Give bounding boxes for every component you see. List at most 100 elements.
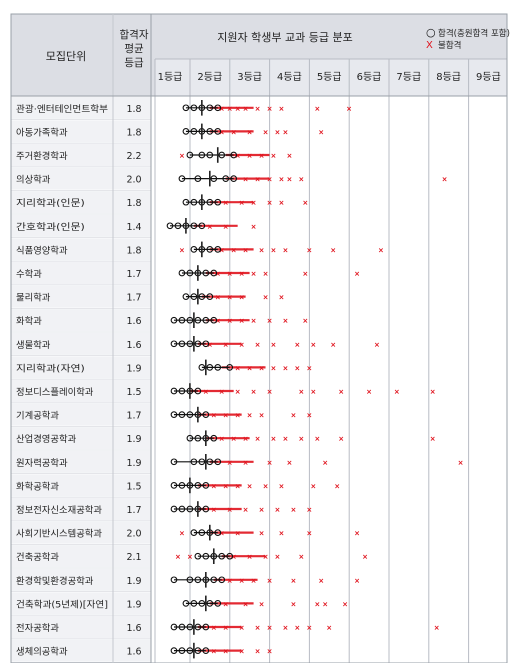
avg-grade: 1.7	[126, 269, 141, 280]
pass-marker	[178, 175, 186, 182]
fail-marker: ×	[179, 152, 185, 160]
pass-marker	[170, 482, 178, 489]
pass-marker	[214, 104, 222, 112]
fail-marker: ×	[318, 577, 324, 585]
unit-name: 수학과	[16, 269, 42, 280]
fail-marker: ×	[279, 176, 285, 184]
pass-marker	[178, 623, 186, 631]
pass-marker	[182, 293, 190, 300]
fail-marker: ×	[255, 105, 261, 113]
fail-marker: ×	[239, 624, 245, 632]
fail-marker: ×	[175, 553, 181, 561]
pass-marker	[186, 411, 194, 418]
fail-marker: ×	[255, 341, 261, 349]
avg-header-line1: 합격자	[120, 28, 149, 41]
fail-marker: ×	[354, 577, 360, 585]
fail-marker: ×	[243, 600, 249, 608]
pass-marker	[178, 316, 186, 324]
avg-grade: 1.7	[126, 293, 141, 304]
fail-marker: ×	[354, 270, 360, 278]
fail-marker: ×	[302, 199, 308, 207]
fail-marker: ×	[259, 152, 265, 160]
pass-marker	[214, 364, 222, 371]
fail-marker: ×	[235, 412, 241, 420]
fail-marker: ×	[227, 506, 233, 514]
fail-marker: ×	[219, 388, 225, 396]
avg-grade: 1.8	[126, 127, 141, 138]
fail-marker: ×	[235, 364, 241, 372]
fail-marker: ×	[247, 553, 253, 561]
fail-marker: ×	[275, 553, 281, 561]
pass-marker	[206, 128, 214, 135]
fail-marker: ×	[263, 553, 269, 561]
fail-marker: ×	[306, 624, 312, 632]
fail-marker: ×	[239, 294, 245, 302]
fail-marker: ×	[378, 246, 384, 254]
fail-marker: ×	[227, 577, 233, 585]
fail-marker: ×	[279, 199, 285, 207]
fail-marker: ×	[259, 364, 265, 372]
pass-marker	[206, 151, 214, 159]
pass-marker	[194, 175, 202, 182]
pass-marker	[194, 482, 202, 489]
pass-marker	[182, 104, 190, 112]
pass-marker	[190, 600, 198, 607]
fail-marker: ×	[239, 270, 245, 278]
fail-marker: ×	[290, 412, 296, 420]
pass-marker	[170, 387, 178, 395]
pass-marker	[186, 434, 194, 442]
pass-marker	[194, 316, 202, 324]
fail-marker: ×	[247, 128, 253, 136]
fail-marker: ×	[215, 317, 221, 325]
fail-marker: ×	[271, 435, 277, 443]
pass-marker	[170, 316, 178, 324]
grade-tick-labels: 1등급 2등급 3등급 4등급 5등급 6등급 7등급 8등급 9등급	[158, 71, 501, 83]
fail-marker: ×	[223, 482, 229, 490]
rows-layer: 관광·엔터테인먼트학부 1.8 아동가족학과 1.8 주거환경학과 2.2 의상학과 2.0 지…	[11, 103, 151, 663]
fail-marker: ×	[310, 482, 316, 490]
fail-marker: ×	[346, 105, 352, 113]
fail-marker: ×	[219, 435, 225, 443]
grade-tick-label: 6등급	[357, 71, 382, 83]
avg-grade: 1.9	[126, 458, 141, 469]
pass-marker	[206, 293, 214, 300]
pass-marker	[198, 458, 206, 466]
unit-name: 지리학과(인문)	[16, 198, 85, 209]
fail-marker: ×	[286, 152, 292, 160]
pass-marker	[178, 269, 186, 277]
pass-marker	[178, 387, 186, 395]
pass-marker	[186, 623, 194, 631]
avg-grade: 1.9	[126, 434, 141, 445]
unit-name: 아동가족학과	[16, 127, 68, 138]
fail-marker: ×	[235, 482, 241, 490]
fail-marker: ×	[223, 624, 229, 632]
fail-marker: ×	[255, 176, 261, 184]
column-header-bg	[155, 59, 507, 96]
marks-layer: × × × × × × × × × × × × × × × × × × × × × × × × × × × × × × × × × × × × × × × ×…	[166, 100, 463, 659]
table-border	[10, 13, 508, 663]
fail-marker: ×	[231, 128, 237, 136]
fail-marker: ×	[251, 317, 257, 325]
pass-marker	[218, 151, 226, 159]
pass-marker	[186, 316, 194, 324]
fail-marker: ×	[286, 176, 292, 184]
fail-marker: ×	[306, 506, 312, 514]
pass-marker	[222, 175, 230, 182]
pass-marker	[202, 647, 210, 654]
pass-marker	[170, 623, 178, 631]
fail-marker: ×	[271, 152, 277, 160]
fail-marker: ×	[279, 530, 285, 538]
fail-marker: ×	[267, 577, 273, 585]
pass-marker	[214, 246, 222, 253]
grade-tick-label: 3등급	[237, 71, 262, 83]
pass-marker	[202, 269, 210, 277]
grid-layer	[154, 58, 507, 663]
fail-marker: ×	[223, 600, 229, 608]
pass-marker	[226, 364, 234, 371]
pass-marker	[178, 411, 186, 418]
pass-marker	[210, 175, 218, 182]
fail-marker: ×	[231, 435, 237, 443]
fail-marker: ×	[342, 600, 348, 608]
unit-name: 간호학과(인문)	[16, 222, 85, 233]
fail-marker: ×	[338, 435, 344, 443]
